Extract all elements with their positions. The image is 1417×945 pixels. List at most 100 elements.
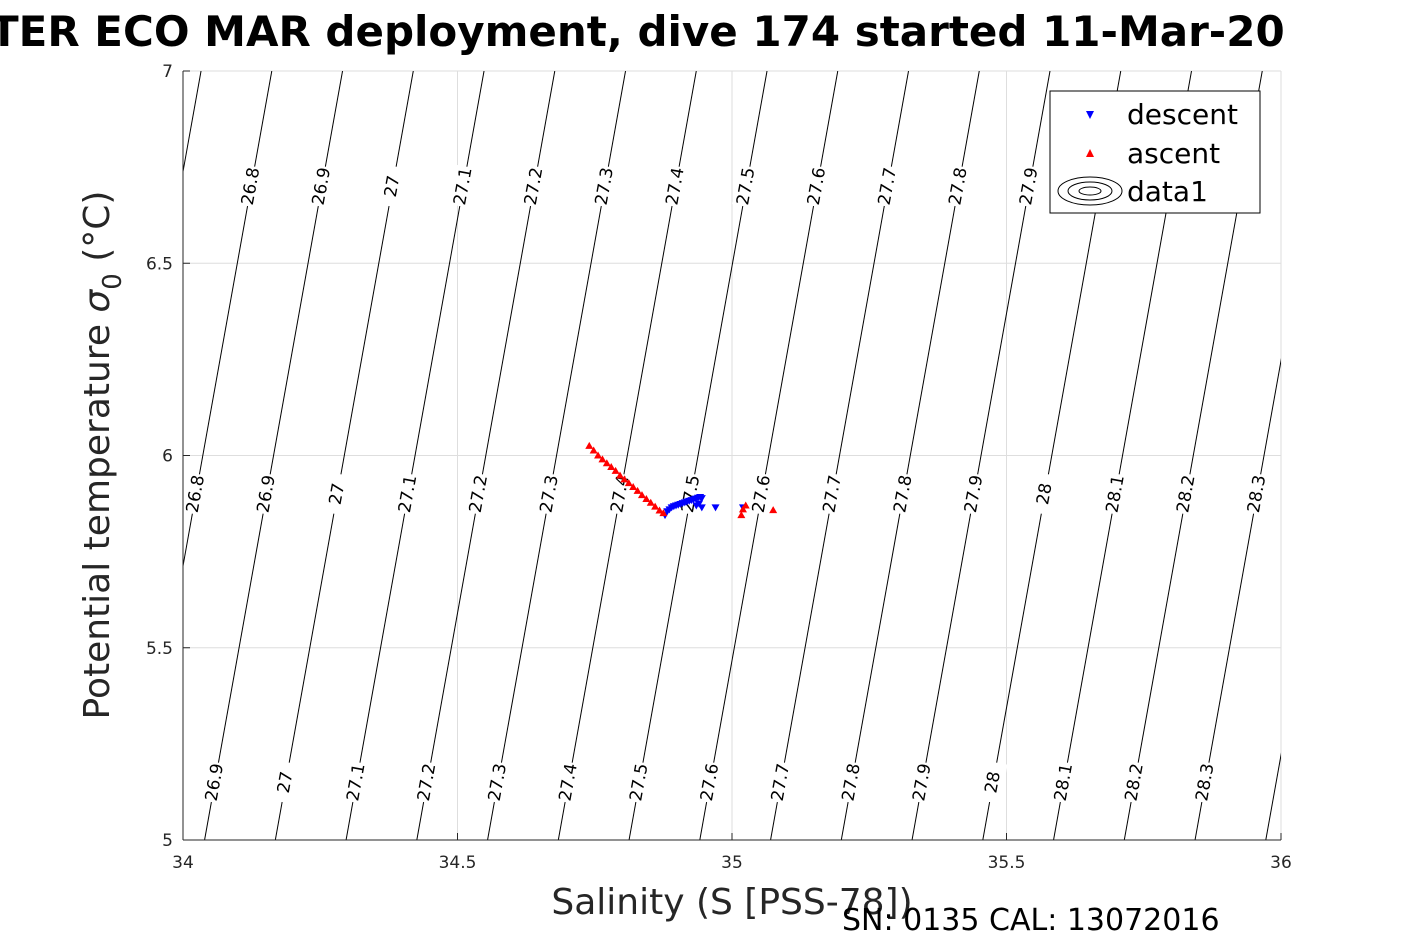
contour-label-background [1014,164,1044,208]
ascent-point [737,511,746,519]
ascent-point [589,446,598,454]
ascent-point [659,509,668,517]
contour-label-background [307,164,337,208]
contour-label-background [873,164,903,208]
contour-label-background [1120,760,1149,804]
contour-label-group: 27.6 [747,472,777,516]
legend-data1-label: data1 [1127,175,1208,208]
ascent-point [651,502,660,510]
contour-label-background [959,472,989,516]
contour-label-background [1172,472,1201,516]
serial-calibration-note: SN: 0135 CAL: 13072016 [842,903,1220,938]
legend-ascent-label: ascent [1127,137,1220,170]
y-tick-labels: 5 5.5 6 6.5 7 [146,62,173,851]
descent-point [692,502,701,510]
contour-label-background [731,164,761,208]
contour-label-background [889,472,918,516]
contour-label-background [766,760,796,804]
contour-label: 27 [326,482,350,507]
contour-label-group: 28.3 [1242,472,1272,516]
contour-label-background [1191,760,1220,804]
contour-label-background [908,760,937,804]
contour-label-background [1030,472,1060,516]
contour-label-group: 27.8 [889,472,918,516]
legend-box [1049,90,1261,214]
ascent-point [624,479,633,487]
x-tick-label: 35.5 [988,853,1026,873]
legend-descent-label: descent [1127,98,1238,131]
y-axis-label: Potential temperature σ0 (°C) [77,191,128,720]
contour-label-group: 28 [978,760,1008,804]
contour-label-background [747,472,777,516]
legend-descent-marker [1086,111,1094,119]
contour-label-group: 27 [378,164,407,208]
ascent-point [769,506,778,514]
ascent-point [607,463,616,471]
data-points [585,441,778,520]
x-tick-label: 35 [721,853,743,873]
contour-label-background [818,472,847,516]
legend: descent ascent data1 [1049,90,1261,214]
contour-label-group: 28.3 [1191,760,1220,804]
contour-label-background [590,164,620,208]
ascent-point [616,471,625,479]
contour-label-background [483,760,513,804]
legend-contour-icon [1057,176,1123,206]
ascent-point [620,475,629,483]
contour-label-background [625,760,654,804]
contour-label: 27 [274,770,298,795]
contour-label-background [661,164,690,208]
y-axis-label-unit: (°C) [77,191,118,274]
contour-label-background [252,472,282,516]
ascent-point [637,491,646,499]
ascent-point [629,483,638,491]
x-axis-label: Salinity (S [PSS-78]) [551,882,912,923]
contour-label-background [323,472,352,516]
y-axis-label-subscript: 0 [98,273,128,290]
contour-label-background [236,164,266,208]
contour-label-group: 27 [271,760,301,804]
isopycnal-line [1194,358,1281,840]
contour-label: 28 [1033,482,1057,507]
isopycnal-line [1265,752,1281,840]
ascent-point [642,494,651,502]
y-axis-label-sigma: σ [77,289,118,313]
descent-point [697,504,706,512]
contour-label-background [519,164,549,208]
x-tick-label: 34 [172,853,194,873]
contour-label-background [342,760,371,804]
ascent-point [598,455,607,463]
contour-label: 28 [981,770,1005,795]
contour-label-background [695,760,725,804]
contour-label-group: 28 [1030,472,1060,516]
x-tick-label: 36 [1270,853,1292,873]
contour-label-background [181,472,211,516]
ascent-point [655,506,664,514]
y-axis-label-main: Potential temperature [77,313,118,720]
x-tick-labels: 34 34.5 35 35.5 36 [172,853,1292,873]
ascent-point [611,466,620,474]
y-tick-label: 6.5 [146,254,173,274]
ascent-point [633,486,642,494]
contour-label-background [535,472,565,516]
contour-label-group: 27.9 [959,472,989,516]
ascent-point [594,451,603,459]
x-tick-label: 34.5 [439,853,477,873]
contour-label: 27 [381,174,405,199]
contour-label-group: 28.2 [1172,472,1201,516]
axes [182,70,1282,841]
contour-label-background [837,760,867,804]
contour-label-group: 27.7 [873,164,903,208]
y-tick-label: 5.5 [146,639,173,659]
contour-label-group: 26.9 [200,760,230,804]
ascent-point [741,501,750,509]
contour-label-group: 27 [323,472,352,516]
contour-label-background [200,760,230,804]
ascent-point [585,441,594,449]
ascent-point [738,505,747,513]
legend-ascent-marker [1086,149,1094,157]
contour-label-background [448,164,478,208]
descent-point [711,504,720,512]
y-tick-label: 6 [162,447,173,467]
